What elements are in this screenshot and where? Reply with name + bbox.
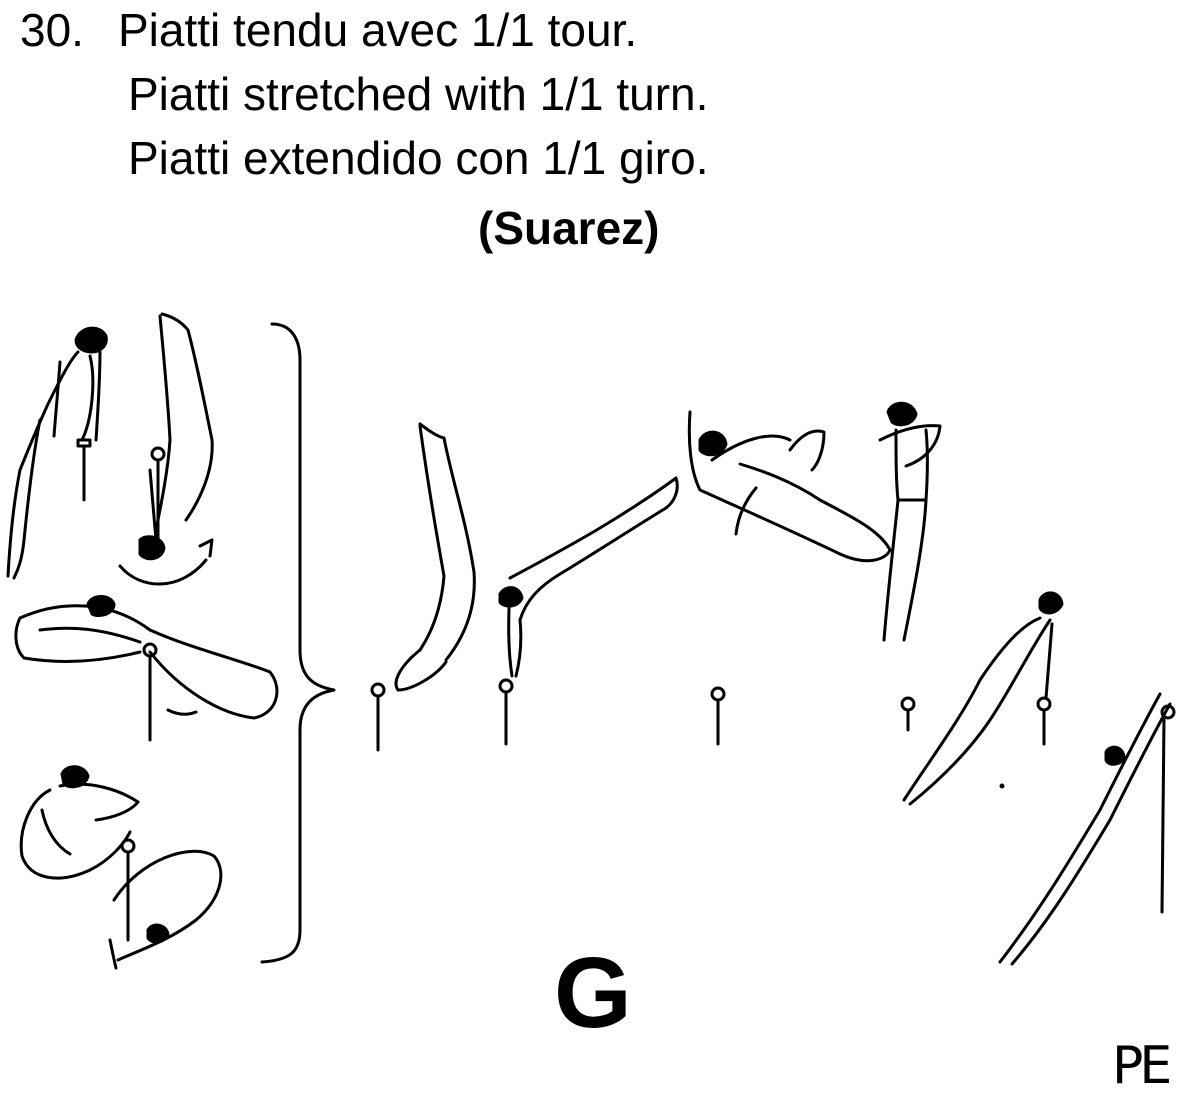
gymnast-hang-icon xyxy=(6,326,108,580)
difficulty-value: G xyxy=(554,937,632,1049)
gymnast-upright-stand-icon xyxy=(878,401,942,642)
ring-icon xyxy=(999,783,1005,789)
signature: PE xyxy=(1112,1036,1172,1096)
gymnast-leaning-hang-icon xyxy=(900,591,1064,806)
gymnast-turning-layout-icon xyxy=(687,410,892,746)
element-author: (Suarez) xyxy=(478,202,660,254)
element-name-english: Piatti stretched with 1/1 turn. xyxy=(128,68,709,120)
element-number: 30. xyxy=(20,4,84,56)
variant-brace-icon xyxy=(260,322,336,964)
gymnast-pike-front-icon xyxy=(14,595,279,742)
gymnast-tuck-icon xyxy=(19,765,223,970)
gymnast-extended-hang-icon xyxy=(998,692,1176,966)
element-name-french: Piatti tendu avec 1/1 tour. xyxy=(118,4,638,56)
gymnast-inverted-swing-icon xyxy=(118,312,214,586)
element-name-spanish: Piatti extendido con 1/1 giro. xyxy=(128,132,709,184)
gymnast-pike-handstand-icon xyxy=(498,476,679,746)
gymnast-handstand-descent-icon xyxy=(370,422,476,752)
